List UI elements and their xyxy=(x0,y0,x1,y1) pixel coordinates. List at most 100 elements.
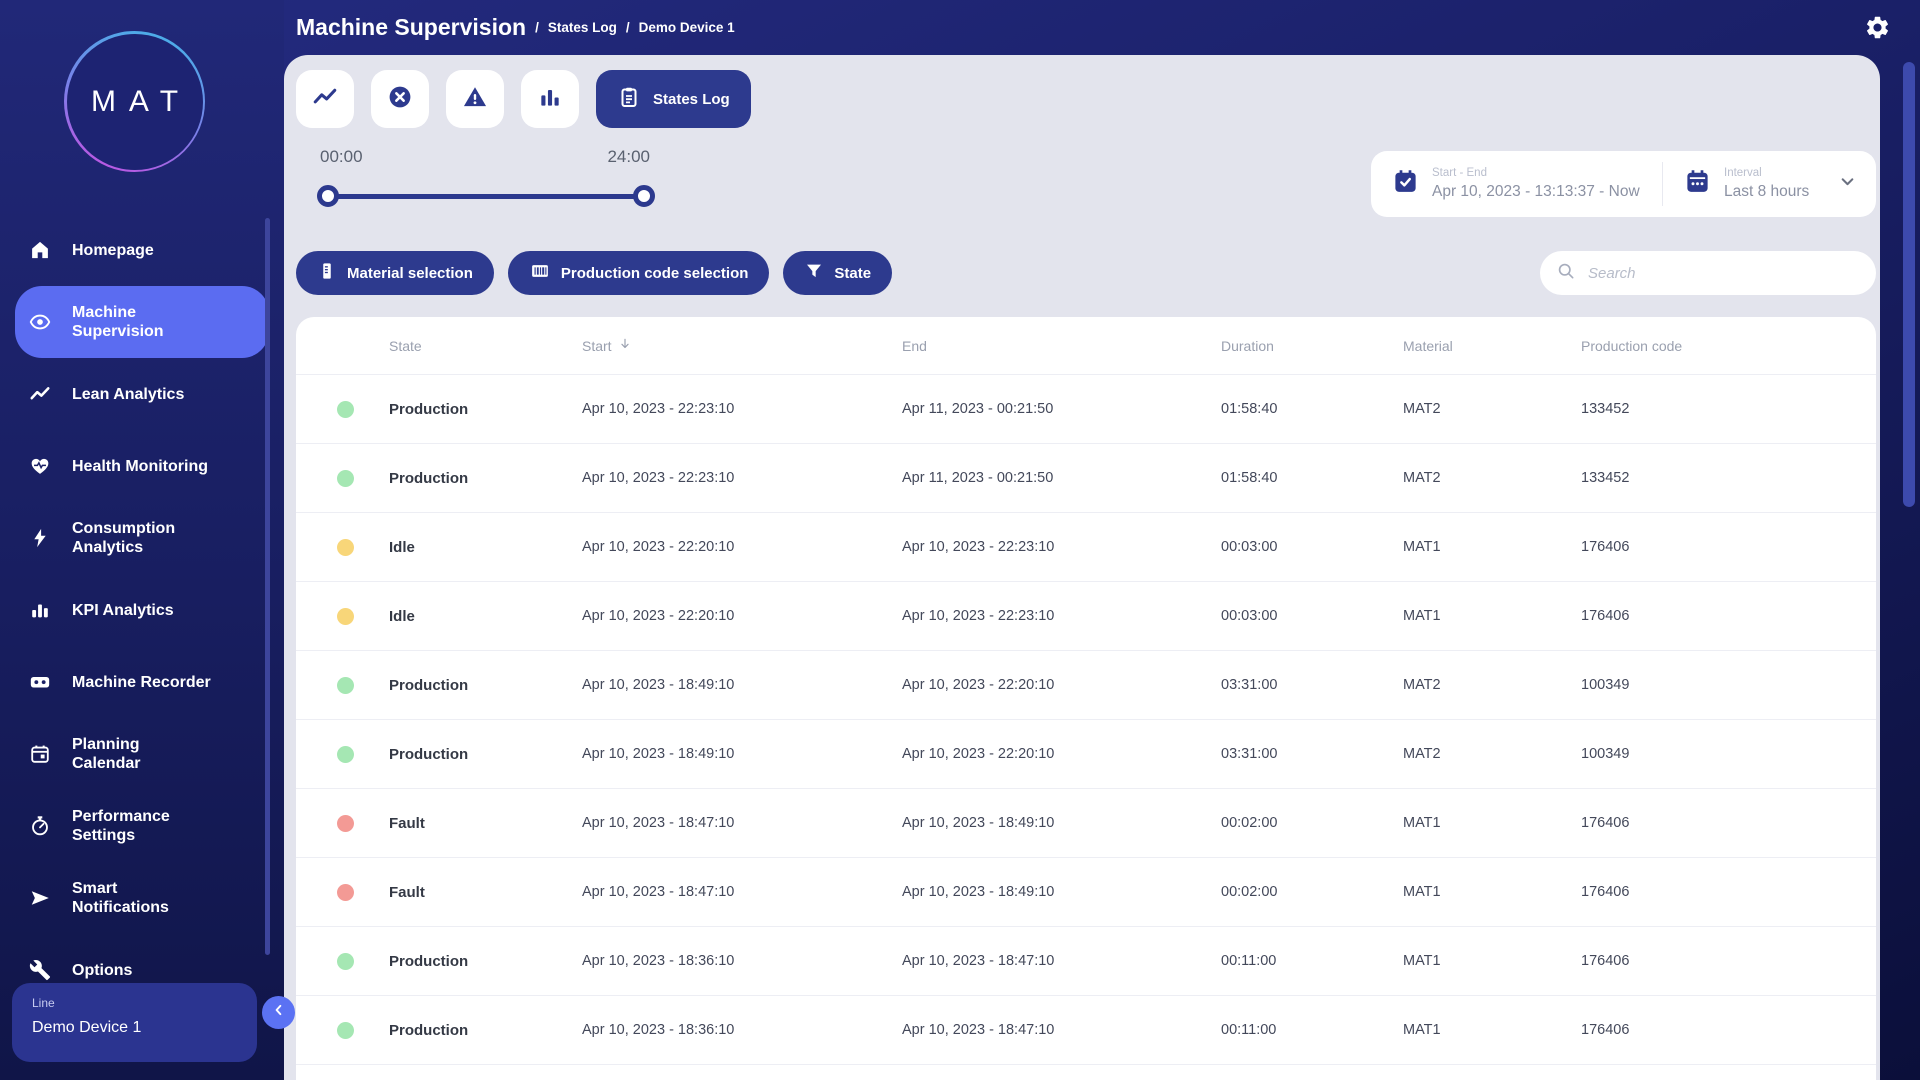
sidebar-item-homepage[interactable]: Homepage xyxy=(15,214,269,286)
state-status-dot xyxy=(337,677,354,694)
state-status-dot xyxy=(337,401,354,418)
table-body: Production Apr 10, 2023 - 22:23:10 Apr 1… xyxy=(296,375,1876,1065)
sidebar-scrollbar[interactable] xyxy=(265,218,270,955)
column-header-start[interactable]: Start xyxy=(582,337,902,354)
sidebar-collapse-button[interactable] xyxy=(262,996,295,1029)
column-header-duration[interactable]: Duration xyxy=(1221,338,1403,354)
time-slider-min-label: 00:00 xyxy=(320,147,363,167)
device-card: Line Demo Device 1 xyxy=(12,983,257,1062)
filter-funnel-icon xyxy=(804,261,824,285)
cell-duration: 00:11:00 xyxy=(1221,953,1403,969)
device-card-label: Line xyxy=(32,996,237,1010)
sidebar: MAT Homepage Machine Supervision Lean An… xyxy=(0,0,284,1080)
sidebar-item-consumption-analytics[interactable]: Consumption Analytics xyxy=(15,502,269,574)
sidebar-item-machine-supervision[interactable]: Machine Supervision xyxy=(15,286,269,358)
cell-end: Apr 10, 2023 - 18:47:10 xyxy=(902,953,1221,969)
cell-start: Apr 10, 2023 - 18:49:10 xyxy=(582,677,902,693)
states-log-table: State Start End Duration Material Produc… xyxy=(296,317,1876,1080)
home-icon xyxy=(29,239,51,261)
cell-state: Production xyxy=(389,1022,582,1039)
cell-material: MAT2 xyxy=(1403,470,1581,486)
cell-start: Apr 10, 2023 - 18:36:10 xyxy=(582,953,902,969)
cell-duration: 01:58:40 xyxy=(1221,470,1403,486)
main-content: States Log 00:00 24:00 Start - End Apr 1… xyxy=(284,55,1880,1080)
time-slider-handle-end[interactable] xyxy=(633,185,655,207)
cell-state: Production xyxy=(389,677,582,694)
eye-icon xyxy=(29,311,51,333)
cell-duration: 00:02:00 xyxy=(1221,815,1403,831)
tab-analytics[interactable] xyxy=(521,70,579,128)
breadcrumb-states-log[interactable]: States Log xyxy=(548,20,617,35)
sidebar-item-planning-calendar[interactable]: Planning Calendar xyxy=(15,718,269,790)
cell-duration: 00:03:00 xyxy=(1221,539,1403,555)
cell-end: Apr 11, 2023 - 00:21:50 xyxy=(902,401,1221,417)
state-filter-label: State xyxy=(834,265,871,282)
column-header-end[interactable]: End xyxy=(902,338,1221,354)
cell-start: Apr 10, 2023 - 18:47:10 xyxy=(582,815,902,831)
interval-label: Interval xyxy=(1724,167,1809,179)
cell-state: Production xyxy=(389,746,582,763)
table-row: Fault Apr 10, 2023 - 18:47:10 Apr 10, 20… xyxy=(296,789,1876,858)
cell-end: Apr 10, 2023 - 22:23:10 xyxy=(902,539,1221,555)
cell-material: MAT2 xyxy=(1403,401,1581,417)
table-row: Fault Apr 10, 2023 - 18:47:10 Apr 10, 20… xyxy=(296,858,1876,927)
cell-start: Apr 10, 2023 - 22:23:10 xyxy=(582,470,902,486)
calendar-interval-icon xyxy=(1684,168,1711,200)
settings-gear-icon[interactable] xyxy=(1864,14,1891,41)
time-slider-track[interactable] xyxy=(328,194,644,199)
page-title: Machine Supervision xyxy=(296,14,526,41)
state-filter-button[interactable]: State xyxy=(783,251,892,295)
column-header-production-code[interactable]: Production code xyxy=(1581,338,1876,354)
sidebar-item-kpi-analytics[interactable]: KPI Analytics xyxy=(15,574,269,646)
sidebar-item-lean-analytics[interactable]: Lean Analytics xyxy=(15,358,269,430)
state-status-dot xyxy=(337,539,354,556)
material-selection-label: Material selection xyxy=(347,265,473,282)
cell-state: Fault xyxy=(389,884,582,901)
state-status-dot xyxy=(337,1022,354,1039)
table-row: Idle Apr 10, 2023 - 22:20:10 Apr 10, 202… xyxy=(296,582,1876,651)
sidebar-item-health-monitoring[interactable]: Health Monitoring xyxy=(15,430,269,502)
cell-material: MAT1 xyxy=(1403,884,1581,900)
cell-state: Fault xyxy=(389,815,582,832)
sidebar-item-smart-notifications[interactable]: Smart Notifications xyxy=(15,862,269,934)
time-slider-handle-start[interactable] xyxy=(317,185,339,207)
column-header-state[interactable]: State xyxy=(389,338,582,354)
error-circle-icon xyxy=(387,84,413,115)
start-end-picker[interactable]: Start - End Apr 10, 2023 - 13:13:37 - No… xyxy=(1371,151,1662,217)
sort-descending-icon xyxy=(618,337,632,354)
start-end-value: Apr 10, 2023 - 13:13:37 - Now xyxy=(1432,183,1640,201)
interval-picker[interactable]: Interval Last 8 hours xyxy=(1663,151,1876,217)
state-status-dot xyxy=(337,884,354,901)
table-row: Idle Apr 10, 2023 - 22:20:10 Apr 10, 202… xyxy=(296,513,1876,582)
mat-logo-text: MAT xyxy=(67,34,203,170)
breadcrumb-device[interactable]: Demo Device 1 xyxy=(639,20,735,35)
mat-logo: MAT xyxy=(64,31,205,172)
table-row: Production Apr 10, 2023 - 18:49:10 Apr 1… xyxy=(296,720,1876,789)
tab-warnings[interactable] xyxy=(446,70,504,128)
cell-start: Apr 10, 2023 - 22:20:10 xyxy=(582,539,902,555)
cell-production-code: 133452 xyxy=(1581,470,1876,486)
column-header-material[interactable]: Material xyxy=(1403,338,1581,354)
material-icon xyxy=(317,261,337,285)
state-status-dot xyxy=(337,470,354,487)
cell-duration: 01:58:40 xyxy=(1221,401,1403,417)
table-header-row: State Start End Duration Material Produc… xyxy=(296,317,1876,375)
cell-production-code: 176406 xyxy=(1581,608,1876,624)
state-status-dot xyxy=(337,608,354,625)
sidebar-item-performance-settings[interactable]: Performance Settings xyxy=(15,790,269,862)
filter-bar: Material selection Production code selec… xyxy=(296,251,892,295)
page-scrollbar-thumb[interactable] xyxy=(1903,62,1915,507)
material-selection-button[interactable]: Material selection xyxy=(296,251,494,295)
cell-production-code: 176406 xyxy=(1581,815,1876,831)
tab-errors[interactable] xyxy=(371,70,429,128)
cell-production-code: 100349 xyxy=(1581,746,1876,762)
sidebar-item-machine-recorder[interactable]: Machine Recorder xyxy=(15,646,269,718)
search-input[interactable] xyxy=(1586,264,1860,283)
cell-duration: 00:03:00 xyxy=(1221,608,1403,624)
production-code-selection-button[interactable]: Production code selection xyxy=(508,251,770,295)
calendar-check-icon xyxy=(1392,168,1419,200)
breadcrumb: Machine Supervision / States Log / Demo … xyxy=(296,0,735,55)
tab-states-log[interactable]: States Log xyxy=(596,70,751,128)
cell-end: Apr 10, 2023 - 18:49:10 xyxy=(902,884,1221,900)
tab-line-chart[interactable] xyxy=(296,70,354,128)
